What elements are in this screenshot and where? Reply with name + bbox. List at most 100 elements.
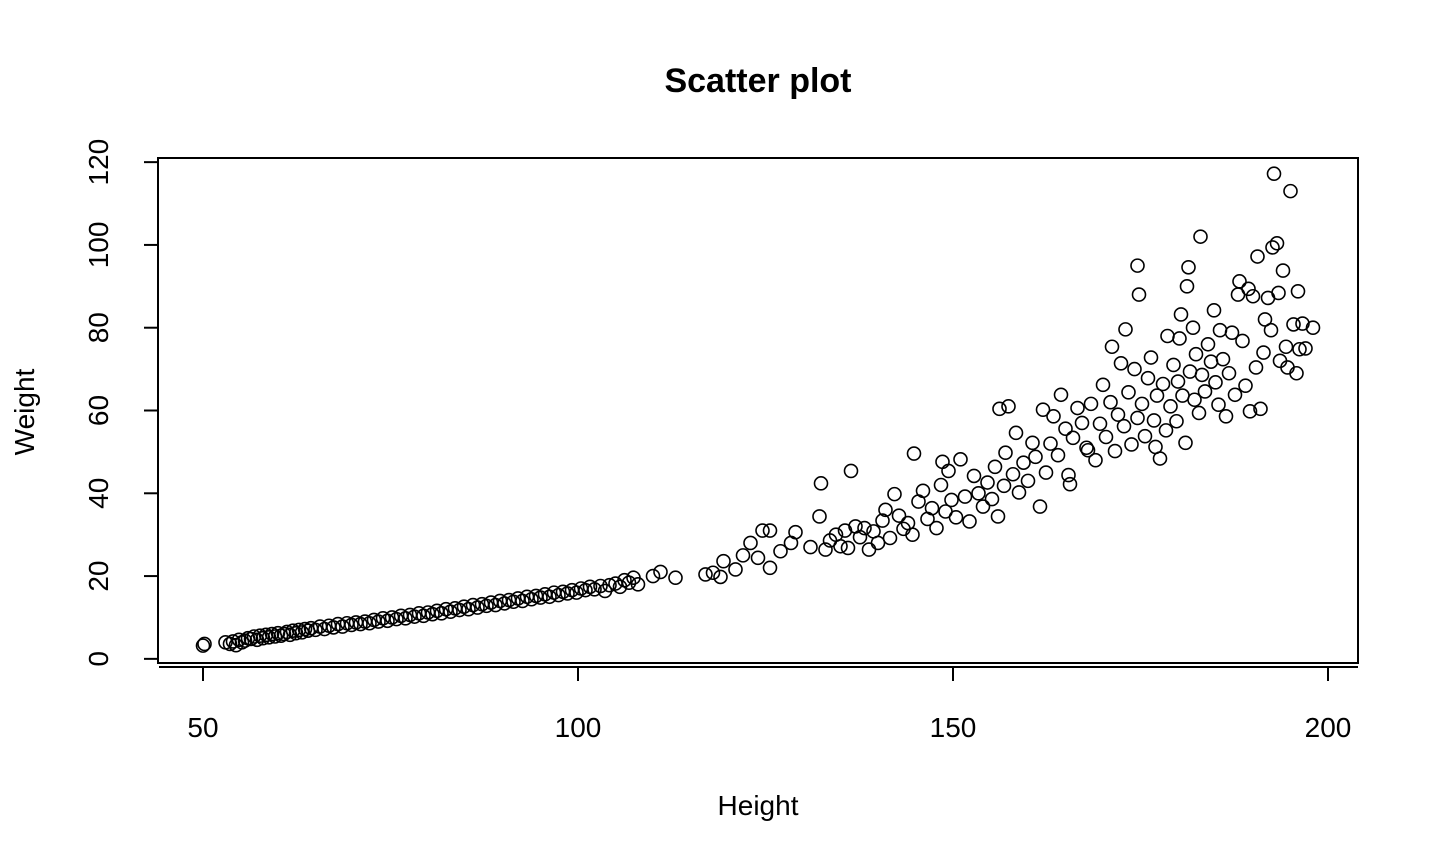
- y-tick-label-100: 100: [83, 222, 114, 269]
- data-point-240: [1203, 354, 1219, 369]
- data-point-114: [755, 523, 770, 538]
- data-point-196: [1098, 429, 1114, 445]
- y-tick-label-40: 40: [83, 478, 114, 509]
- data-point-192: [1083, 396, 1099, 412]
- data-point-201: [1113, 356, 1129, 371]
- chart-title: Scatter plot: [664, 62, 851, 100]
- data-point-163: [984, 491, 1000, 507]
- data-point-59: [434, 606, 449, 621]
- data-point-85: [551, 587, 566, 603]
- data-point-67: [470, 600, 485, 615]
- data-point-108: [713, 569, 728, 585]
- data-point-53: [407, 609, 422, 624]
- data-point-272: [1283, 183, 1298, 199]
- data-point-267: [1271, 285, 1286, 301]
- data-point-140: [891, 508, 907, 523]
- data-point-244: [1212, 322, 1228, 338]
- data-point-150: [933, 477, 949, 493]
- data-point-28: [297, 621, 313, 637]
- data-point-222: [1166, 357, 1181, 373]
- data-point-107: [705, 565, 721, 581]
- data-point-94: [593, 578, 608, 594]
- data-point-247: [1221, 365, 1237, 381]
- data-point-180: [1043, 436, 1058, 451]
- data-point-195: [1095, 377, 1111, 393]
- data-point-105: [668, 570, 683, 586]
- data-point-131: [852, 529, 868, 545]
- data-point-246: [1218, 408, 1234, 424]
- data-point-275: [1290, 283, 1306, 299]
- data-point-203: [1118, 322, 1133, 337]
- y-tick-label-80: 80: [83, 312, 114, 343]
- data-point-223: [1169, 413, 1184, 429]
- data-point-167: [996, 478, 1012, 494]
- data-point-91: [578, 582, 593, 598]
- data-point-279: [1305, 320, 1321, 336]
- data-point-219: [1158, 423, 1174, 438]
- data-point-146: [915, 483, 931, 499]
- data-point-160: [971, 485, 986, 501]
- data-point-83: [542, 589, 557, 605]
- data-point-260: [1256, 345, 1271, 360]
- data-point-266: [1269, 235, 1285, 251]
- data-point-231: [1182, 364, 1198, 379]
- data-point-47: [380, 613, 395, 629]
- data-point-133: [861, 542, 877, 557]
- data-point-51: [398, 610, 413, 626]
- data-point-153: [941, 463, 956, 479]
- data-point-136: [875, 513, 890, 528]
- data-point-81: [533, 590, 548, 605]
- plot-area: [157, 157, 1359, 664]
- data-point-228: [1178, 435, 1193, 451]
- data-point-243: [1211, 397, 1226, 413]
- data-point-35: [326, 620, 341, 635]
- data-point-232: [1185, 320, 1201, 336]
- data-point-206: [1127, 361, 1142, 377]
- data-point-207: [1130, 410, 1145, 426]
- data-point-57: [425, 606, 440, 622]
- data-point-261: [1257, 312, 1273, 327]
- data-point-256: [1245, 288, 1261, 304]
- y-tick-label-60: 60: [83, 395, 114, 426]
- data-point-242: [1208, 375, 1223, 390]
- data-point-178: [1035, 402, 1051, 417]
- data-point-241: [1206, 303, 1222, 318]
- data-point-139: [887, 486, 902, 502]
- data-point-157: [957, 489, 973, 504]
- data-point-164: [987, 459, 1003, 475]
- data-point-218: [1155, 376, 1171, 392]
- data-point-137: [878, 502, 893, 518]
- data-point-177: [1032, 499, 1048, 514]
- data-point-199: [1107, 443, 1123, 459]
- data-point-200: [1110, 407, 1126, 422]
- data-point-31: [308, 622, 323, 638]
- data-points: [195, 166, 1321, 653]
- data-point-123: [818, 542, 833, 557]
- data-point-4: [225, 634, 241, 649]
- data-point-149: [929, 520, 944, 536]
- data-point-135: [870, 535, 886, 551]
- data-point-21: [276, 626, 292, 642]
- data-point-156: [953, 452, 968, 467]
- data-point-65: [461, 601, 476, 617]
- data-point-115: [762, 560, 778, 576]
- data-point-276: [1292, 341, 1307, 357]
- data-point-61: [443, 604, 458, 619]
- y-tick-label-0: 0: [83, 651, 114, 667]
- data-point-202: [1116, 418, 1132, 434]
- data-point-103: [645, 568, 661, 584]
- data-point-194: [1092, 416, 1108, 432]
- data-point-43: [362, 615, 377, 631]
- data-point-212: [1140, 370, 1156, 386]
- data-point-224: [1170, 374, 1186, 389]
- data-point-113: [750, 550, 766, 566]
- data-point-96: [602, 577, 617, 593]
- data-point-168: [998, 445, 1013, 461]
- data-point-162: [980, 475, 995, 490]
- data-point-239: [1200, 336, 1216, 352]
- data-point-8: [237, 633, 253, 648]
- data-point-169: [1001, 399, 1016, 414]
- data-point-217: [1152, 451, 1168, 466]
- data-point-148: [924, 500, 940, 516]
- data-point-209: [1131, 287, 1147, 302]
